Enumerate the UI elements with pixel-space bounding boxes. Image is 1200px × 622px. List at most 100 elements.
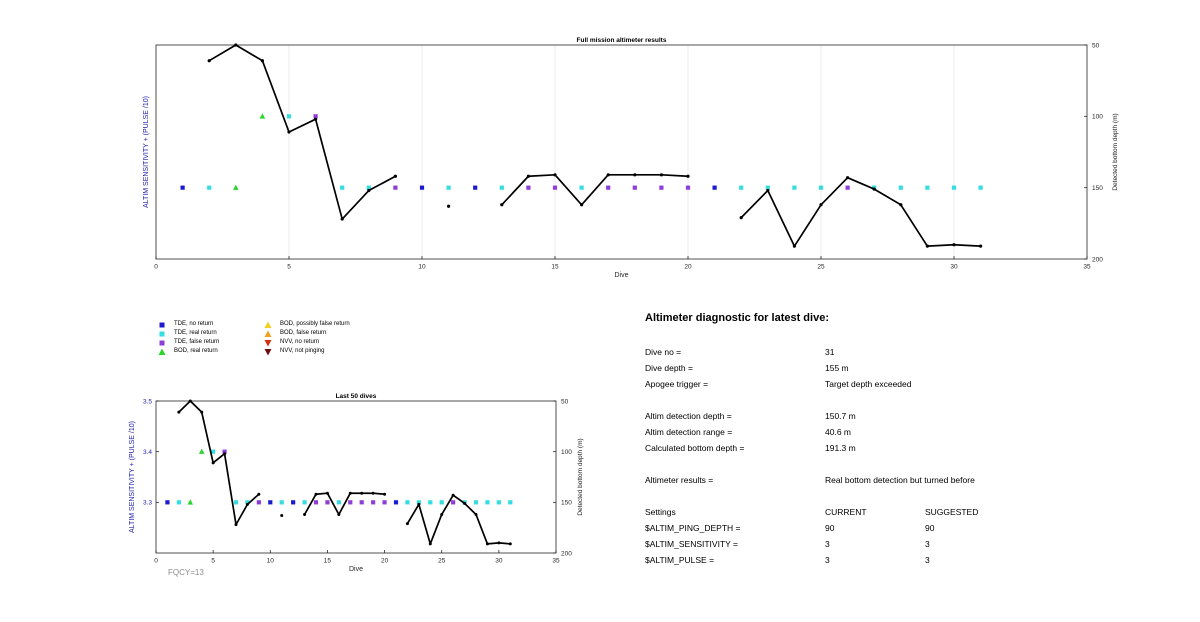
marker-tde-real-return	[416, 500, 421, 505]
bottom-depth-row: Calculated bottom depth = 191.3 m	[645, 442, 1185, 454]
dive-depth-label: Dive depth =	[645, 363, 693, 373]
marker-tde-real-return	[978, 185, 983, 190]
x-tick-label: 30	[950, 264, 958, 271]
y-left-axis-label: ALTIM SENSITIVITY + (PULSE /10)	[143, 96, 150, 208]
depth-point	[428, 542, 432, 546]
legend-swatch-bod-real-return	[158, 348, 166, 355]
y-right-tick-label: 200	[1092, 256, 1103, 263]
marker-tde-real-return	[485, 500, 490, 505]
marker-tde-real-return	[336, 500, 341, 505]
y-left-tick-label: 3.3	[143, 500, 152, 507]
marker-tde-no-return	[419, 185, 425, 190]
altimeter-results-value: Real bottom detection but turned before	[825, 475, 975, 485]
legend-marker-bod-real-return	[158, 348, 166, 355]
marker-tde-false-return	[371, 500, 376, 505]
setting-suggested: 3	[925, 539, 930, 549]
depth-point	[280, 514, 284, 518]
setting-row-ping-depth: $ALTIM_PING_DEPTH = 90 90	[645, 522, 1185, 534]
detection-depth-value: 150.7 m	[825, 411, 856, 421]
legend-swatch-nvv-not-pinging	[264, 349, 272, 356]
marker-tde-real-return	[286, 114, 292, 119]
setting-name: $ALTIM_PING_DEPTH =	[645, 523, 741, 533]
depth-point	[260, 59, 264, 63]
marker-tde-false-return	[659, 185, 664, 190]
marker-tde-false-return	[382, 500, 387, 505]
legend-marker-nvv-not-pinging	[264, 349, 272, 356]
axes-frame	[155, 44, 1088, 260]
legend-label-tde-false-return: TDE, false return	[174, 339, 220, 345]
marker-tde-false-return	[313, 114, 318, 119]
depth-point	[314, 117, 318, 121]
bottom-depth-label: Calculated bottom depth =	[645, 443, 745, 453]
setting-current: 3	[825, 539, 830, 549]
apogee-trigger-row: Apogee trigger = Target depth exceeded	[645, 378, 1185, 390]
depth-point	[371, 491, 375, 495]
marker-tde-false-return	[526, 185, 531, 190]
y-right-tick-label: 150	[1092, 185, 1103, 192]
bottom-depth-value: 191.3 m	[825, 443, 856, 453]
depth-point	[314, 492, 318, 496]
depth-point	[451, 493, 455, 497]
settings-label: Settings	[645, 507, 676, 517]
x-tick-label: 35	[552, 558, 560, 565]
apogee-trigger-label: Apogee trigger =	[645, 379, 709, 389]
marker-tde-real-return	[446, 185, 451, 190]
legend-label-tde-no-return: TDE, no return	[174, 321, 214, 327]
depth-point	[211, 461, 215, 465]
depth-point	[526, 174, 531, 178]
marker-tde-no-return	[393, 500, 399, 505]
depth-line	[501, 173, 689, 206]
suggested-header: SUGGESTED	[925, 507, 979, 517]
marker-bod-real-return	[187, 499, 194, 505]
depth-point	[463, 501, 467, 505]
setting-suggested: 90	[925, 523, 935, 533]
marker-tde-real-return	[279, 500, 284, 505]
x-tick-label: 30	[495, 558, 503, 565]
x-tick-label: 20	[381, 558, 389, 565]
marker-tde-real-return	[792, 185, 797, 190]
y-right-tick-label: 150	[561, 500, 572, 507]
legend-label-nvv-no-return: NVV, no return	[280, 339, 320, 345]
depth-point	[580, 203, 584, 207]
last-50-dives-chart: 0 5 10 15 20 25 30 35 50 100 150 200 3.3 3.4 3.5 Last 5…	[129, 393, 584, 573]
marker-tde-real-return	[207, 185, 212, 190]
legend-label-bod-real-return: BOD, real return	[174, 348, 218, 354]
y-left-axis-label: ALTIM SENSITIVITY + (PULSE /10)	[129, 421, 136, 533]
depth-point	[686, 174, 690, 178]
legend-label-tde-real-return: TDE, real return	[174, 330, 217, 336]
depth-point	[659, 173, 664, 177]
legend-marker-bod-false-return	[264, 330, 272, 337]
marker-tde-false-return	[685, 185, 691, 190]
depth-point	[474, 512, 478, 516]
marker-tde-real-return	[496, 500, 501, 505]
depth-point	[177, 410, 181, 414]
depth-line	[406, 494, 511, 545]
depth-point	[846, 176, 850, 180]
x-tick-label: 35	[1083, 264, 1091, 271]
legend-marker-tde-no-return	[159, 322, 165, 328]
marker-tde-false-return	[325, 500, 330, 505]
depth-point	[223, 452, 227, 456]
marker-legend: TDE, no return TDE, real return TDE, fal…	[158, 320, 438, 364]
marker-tde-false-return	[222, 449, 227, 454]
x-tick-label: 0	[154, 558, 158, 565]
y-right-tick-label: 100	[561, 449, 572, 456]
depth-point	[325, 491, 329, 495]
legend-marker-bod-possibly-false-return	[264, 321, 272, 328]
full-mission-chart: 0 5 10 15 20 25 30 35 50 100 150 200 Full mission al…	[143, 37, 1119, 279]
depth-point	[979, 244, 983, 248]
detection-depth-label: Altim detection depth =	[645, 411, 732, 421]
depth-point	[952, 243, 956, 247]
current-header: CURRENT	[825, 507, 867, 517]
depth-point	[234, 523, 238, 527]
legend-marker-tde-real-return	[159, 331, 165, 337]
depth-line	[208, 44, 396, 220]
depth-point	[872, 187, 876, 191]
depth-point	[606, 173, 610, 177]
depth-line	[178, 400, 260, 526]
marker-tde-real-return	[245, 500, 250, 505]
x-tick-label: 10	[418, 264, 426, 271]
y-right-tick-label: 100	[1092, 114, 1103, 121]
depth-point	[739, 216, 743, 220]
depth-point	[348, 491, 352, 495]
